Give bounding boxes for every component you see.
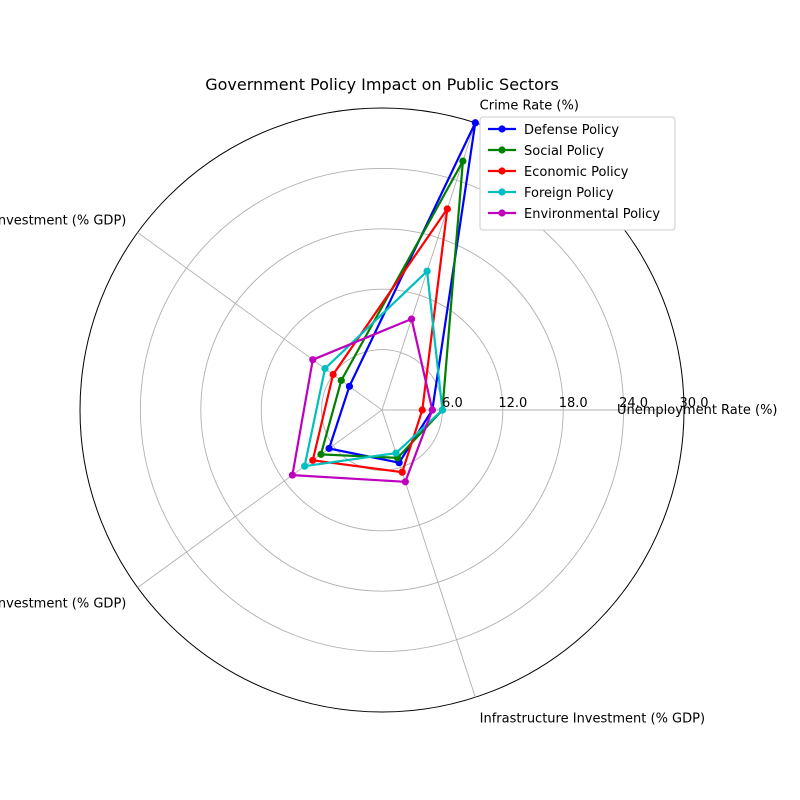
data-point [329,370,337,379]
axis-label: Unemployment Rate (%) [617,403,778,418]
legend-swatch-marker [498,188,506,196]
radial-tick-label: 24.0 [619,396,648,411]
data-point [309,456,317,464]
data-point [392,449,400,457]
legend-label: Foreign Policy [524,186,614,201]
data-point [407,315,416,323]
series-group [288,315,436,486]
legend-item: Social Policy [488,144,604,159]
data-point [459,157,467,165]
legend-item: Foreign Policy [488,186,614,201]
series-line [311,207,449,474]
data-point [345,382,354,390]
chart-title: Government Policy Impact on Public Secto… [205,75,559,94]
legend-swatch-marker [498,125,506,133]
data-point [317,450,325,458]
data-point [309,356,317,364]
series-group [309,205,451,476]
data-point [423,267,431,275]
legend-swatch-marker [498,146,506,154]
radial-tick-label: 18.0 [559,396,588,411]
series-group [301,267,446,470]
data-point [471,119,479,127]
axis-label: Healthcare Investment (% GDP) [0,597,126,612]
series-layer [288,119,479,486]
grid-layer [79,107,685,713]
legend-label: Defense Policy [524,123,619,138]
data-point [325,444,333,453]
legend-swatch-marker [498,167,506,175]
axis-label: Education Investment (% GDP) [0,213,126,228]
series-line [291,317,434,483]
radial-tick-label: 12.0 [498,396,527,411]
legend-item: Economic Policy [488,165,629,180]
radial-tick-label: 6.0 [442,396,463,411]
grid-spoke [381,122,476,411]
data-point [398,468,406,476]
legend-label: Economic Policy [524,165,629,180]
data-point [337,376,345,385]
radial-tick-label: 30.0 [680,396,709,411]
data-point [301,462,309,470]
legend-swatch-marker [498,209,506,217]
data-point [288,471,297,479]
legend-label: Social Policy [524,144,604,159]
data-point [401,478,409,486]
legend-item: Environmental Policy [488,207,660,222]
legend-frame [479,116,676,231]
data-point [438,406,446,414]
data-point [428,406,436,414]
series-group [325,119,479,467]
series-line [303,270,444,468]
axis-label: Crime Rate (%) [480,98,579,113]
legend-item: Defense Policy [488,123,619,138]
series-line [328,121,477,464]
legend-label: Environmental Policy [524,207,660,222]
series-line [319,160,464,459]
legend: Defense Policy Social Policy Economic Poli… [479,116,676,231]
data-point [443,205,451,213]
data-point [418,406,426,414]
grid-spoke [137,409,383,588]
grid-spoke [137,232,383,411]
data-point [321,364,329,373]
axis-label: Infrastructure Investment (% GDP) [480,712,705,727]
